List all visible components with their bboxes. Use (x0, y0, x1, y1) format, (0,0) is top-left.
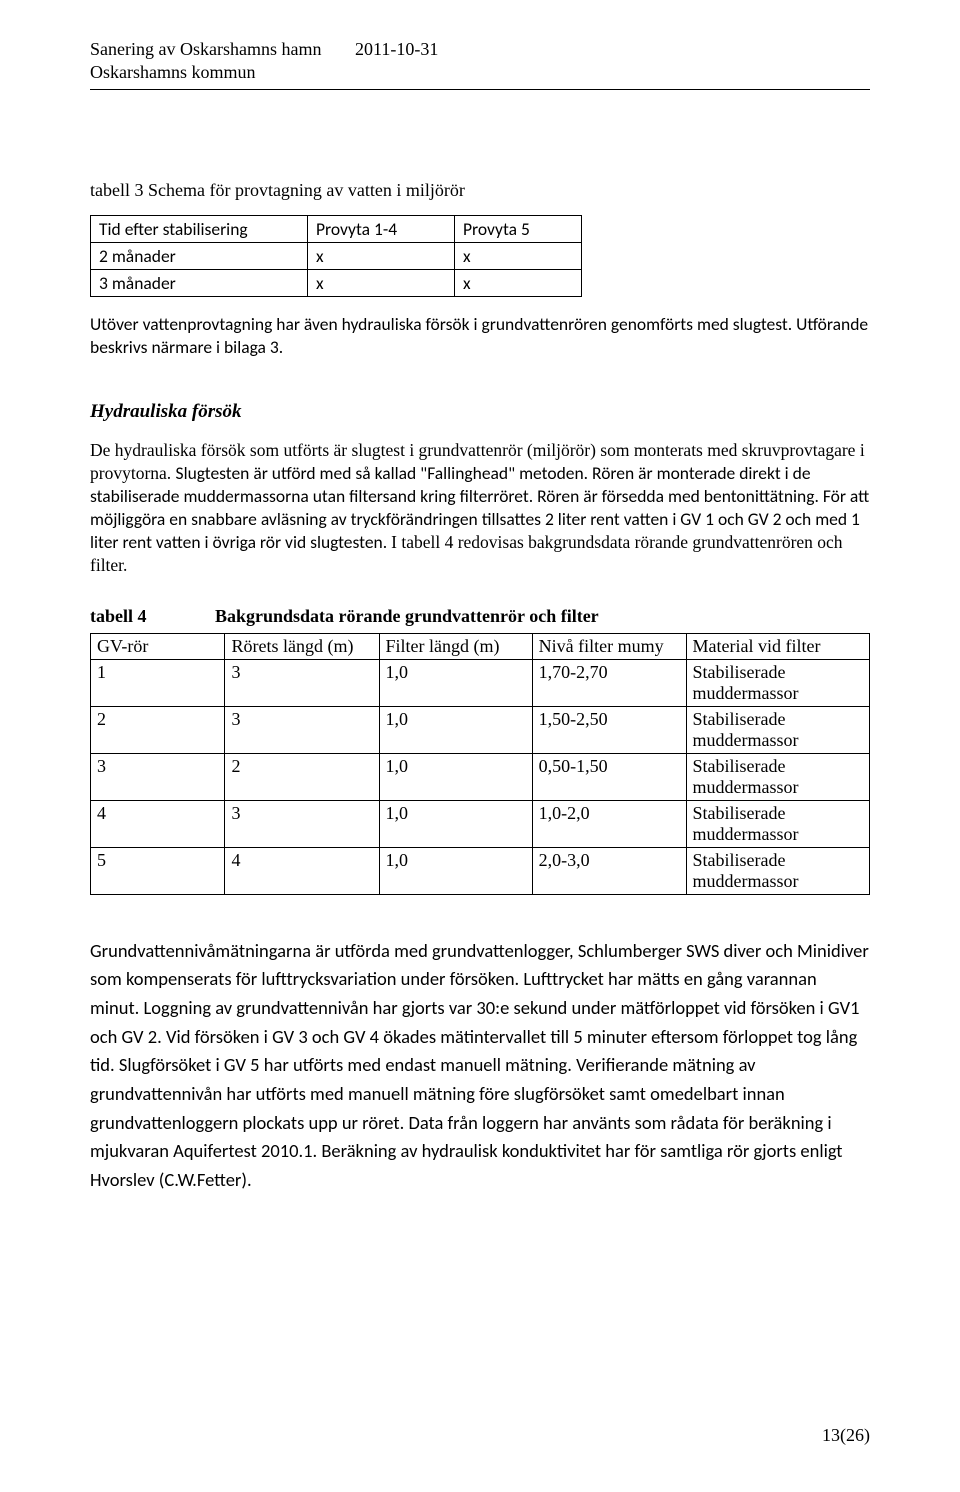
cell: 1,70-2,70 (532, 659, 686, 706)
table3: Tid efter stabilisering Provyta 1-4 Prov… (90, 215, 582, 297)
table-row: 5 4 1,0 2,0-3,0 Stabiliserade muddermass… (91, 847, 870, 894)
cell: Stabiliserade muddermassor (686, 706, 869, 753)
table4-h2: Rörets längd (m) (225, 633, 379, 659)
cell: x (308, 269, 455, 296)
table3-h3: Provyta 5 (455, 215, 582, 242)
cell: 2 (225, 753, 379, 800)
cell: 1,50-2,50 (532, 706, 686, 753)
table3-caption: tabell 3 Schema för provtagning av vatte… (90, 180, 870, 201)
cell: 1 (91, 659, 225, 706)
page-number: 13(26) (822, 1425, 870, 1446)
table4-h1: GV-rör (91, 633, 225, 659)
cell: Stabiliserade muddermassor (686, 753, 869, 800)
table-row: 2 3 1,0 1,50-2,50 Stabiliserade mudderma… (91, 706, 870, 753)
cell: Stabiliserade muddermassor (686, 847, 869, 894)
cell: 0,50-1,50 (532, 753, 686, 800)
header-date: 2011-10-31 (355, 38, 438, 61)
table-row: 3 månader x x (91, 269, 582, 296)
cell: 5 (91, 847, 225, 894)
cell: 3 (225, 800, 379, 847)
cell: 1,0 (379, 800, 532, 847)
table-row: GV-rör Rörets längd (m) Filter längd (m)… (91, 633, 870, 659)
cell: 2 (91, 706, 225, 753)
paragraph-1: Utöver vattenprovtagning har även hydrau… (90, 313, 870, 359)
cell: Stabiliserade muddermassor (686, 659, 869, 706)
cell: 2,0-3,0 (532, 847, 686, 894)
table-row: Tid efter stabilisering Provyta 1-4 Prov… (91, 215, 582, 242)
header-title-2: Oskarshamns kommun (90, 61, 355, 84)
cell: x (455, 269, 582, 296)
table3-h1: Tid efter stabilisering (91, 215, 308, 242)
cell: 1,0 (379, 847, 532, 894)
cell: 3 (225, 659, 379, 706)
header-rule (90, 89, 870, 90)
cell: 3 (91, 753, 225, 800)
table4-h4: Nivå filter mumy (532, 633, 686, 659)
table4-caption-label: tabell 4 (90, 606, 215, 627)
cell: 1,0 (379, 659, 532, 706)
cell: 4 (91, 800, 225, 847)
cell: 3 månader (91, 269, 308, 296)
cell: 4 (225, 847, 379, 894)
table-row: 2 månader x x (91, 242, 582, 269)
cell: 1,0-2,0 (532, 800, 686, 847)
paragraph-2: De hydrauliska försök som utförts är slu… (90, 439, 870, 578)
table-row: 1 3 1,0 1,70-2,70 Stabiliserade mudderma… (91, 659, 870, 706)
cell: 2 månader (91, 242, 308, 269)
cell: 1,0 (379, 706, 532, 753)
header-title-1: Sanering av Oskarshamns hamn (90, 38, 355, 61)
cell: 1,0 (379, 753, 532, 800)
table4-caption-title: Bakgrundsdata rörande grundvattenrör och… (215, 606, 599, 627)
table4-h5: Material vid filter (686, 633, 869, 659)
cell: x (308, 242, 455, 269)
table4-caption: tabell 4 Bakgrundsdata rörande grundvatt… (90, 606, 870, 627)
cell: 3 (225, 706, 379, 753)
table-row: 3 2 1,0 0,50-1,50 Stabiliserade mudderma… (91, 753, 870, 800)
cell: x (455, 242, 582, 269)
table4-h3: Filter längd (m) (379, 633, 532, 659)
heading-hydrauliska: Hydrauliska försök (90, 401, 870, 423)
table-row: 4 3 1,0 1,0-2,0 Stabiliserade muddermass… (91, 800, 870, 847)
table3-h2: Provyta 1-4 (308, 215, 455, 242)
paragraph-3: Grundvattennivåmätningarna är utförda me… (90, 937, 870, 1195)
table4: GV-rör Rörets längd (m) Filter längd (m)… (90, 633, 870, 895)
cell: Stabiliserade muddermassor (686, 800, 869, 847)
